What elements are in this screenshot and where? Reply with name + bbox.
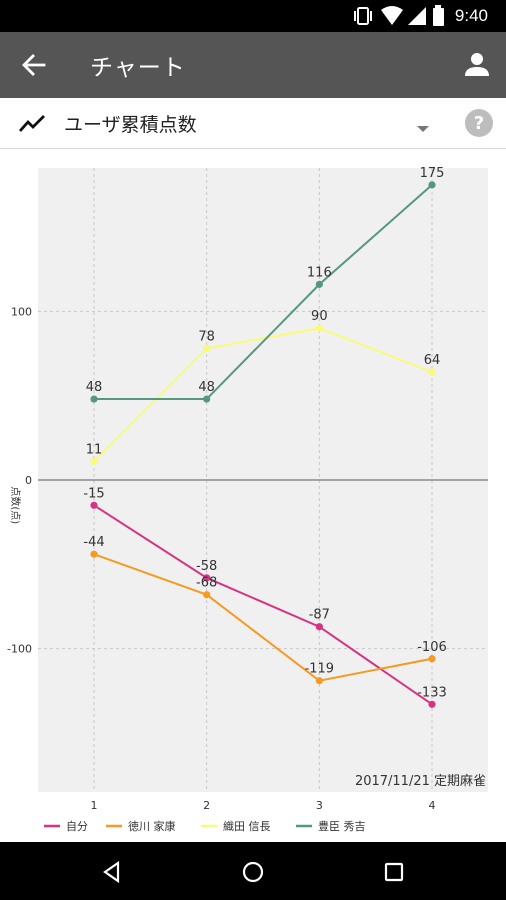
data-point xyxy=(428,655,436,663)
x-tick-label: 1 xyxy=(91,799,98,812)
wifi-icon xyxy=(380,5,404,31)
data-point xyxy=(428,700,436,708)
chart-annotation: 2017/11/21 定期麻雀 xyxy=(355,774,486,789)
data-point xyxy=(315,677,323,685)
line-chart-icon xyxy=(18,111,46,139)
data-label: -15 xyxy=(83,486,104,501)
svg-text:?: ? xyxy=(474,113,484,134)
page-title: チャート xyxy=(90,55,186,81)
data-point xyxy=(315,324,323,332)
app-bar: チャート xyxy=(0,32,506,98)
data-label: -87 xyxy=(309,608,330,623)
data-label: -44 xyxy=(83,535,104,550)
y-tick-label: 100 xyxy=(11,305,32,318)
data-label: 175 xyxy=(420,166,445,181)
line-chart: 100 0 -100 1 2 3 4 点数(点) -15 -58 -87 -133 -44 -68 -119… xyxy=(7,166,488,833)
data-point xyxy=(90,457,98,466)
help-icon[interactable]: ? xyxy=(464,108,494,142)
nav-recents-icon[interactable] xyxy=(382,860,406,888)
data-label: 116 xyxy=(307,265,332,280)
y-tick-label: -100 xyxy=(7,643,32,656)
x-tick-label: 2 xyxy=(203,799,210,812)
data-label: -106 xyxy=(417,640,447,655)
legend-entry: 豊臣 秀吉 xyxy=(318,820,366,833)
status-bar: 9:40 xyxy=(0,0,506,32)
y-tick-label: 0 xyxy=(25,474,32,487)
x-tick-label: 3 xyxy=(316,799,323,812)
data-label: 48 xyxy=(86,380,103,395)
legend-entry: 自分 xyxy=(66,820,88,833)
data-label: -68 xyxy=(196,576,217,591)
chart-selector[interactable]: ユーザ累積点数 ? xyxy=(0,98,506,149)
series-line xyxy=(93,504,433,706)
account-icon[interactable] xyxy=(464,51,490,81)
signal-icon xyxy=(406,5,428,31)
series-line xyxy=(93,553,433,682)
data-point xyxy=(428,368,436,376)
data-point xyxy=(203,344,211,353)
data-point xyxy=(90,501,98,509)
data-point xyxy=(428,181,436,189)
data-point xyxy=(203,395,211,403)
legend-entry: 徳川 家康 xyxy=(128,819,176,833)
x-tick-label: 4 xyxy=(429,799,436,812)
dropdown-arrow-icon[interactable] xyxy=(416,118,430,137)
clock: 9:40 xyxy=(454,6,488,25)
data-label: -133 xyxy=(417,685,447,700)
data-label: -119 xyxy=(305,662,335,677)
data-label: -58 xyxy=(196,559,217,574)
y-axis-label: 点数(点) xyxy=(9,486,22,524)
data-point xyxy=(315,280,323,288)
data-point xyxy=(203,591,211,599)
data-label: 11 xyxy=(86,442,103,457)
legend-entry: 織田 信長 xyxy=(223,820,271,833)
nav-back-icon[interactable] xyxy=(100,860,124,888)
navigation-bar xyxy=(0,842,506,900)
battery-icon xyxy=(432,5,446,31)
nav-home-icon[interactable] xyxy=(241,860,265,888)
series-line xyxy=(93,327,433,463)
data-label: 64 xyxy=(424,353,441,368)
chart-type-label: ユーザ累積点数 xyxy=(64,114,197,136)
data-label: 90 xyxy=(311,309,328,324)
data-label: 78 xyxy=(198,329,215,344)
vibrate-icon xyxy=(352,5,374,31)
data-point xyxy=(90,550,98,558)
data-label: 48 xyxy=(198,380,215,395)
chart-area: 100 0 -100 1 2 3 4 点数(点) -15 -58 -87 -133 -44 -68 -119… xyxy=(0,150,506,842)
series-line xyxy=(94,184,433,401)
data-point xyxy=(203,574,211,582)
data-point xyxy=(315,623,323,631)
back-arrow-icon[interactable] xyxy=(20,52,48,82)
data-point xyxy=(90,395,98,403)
